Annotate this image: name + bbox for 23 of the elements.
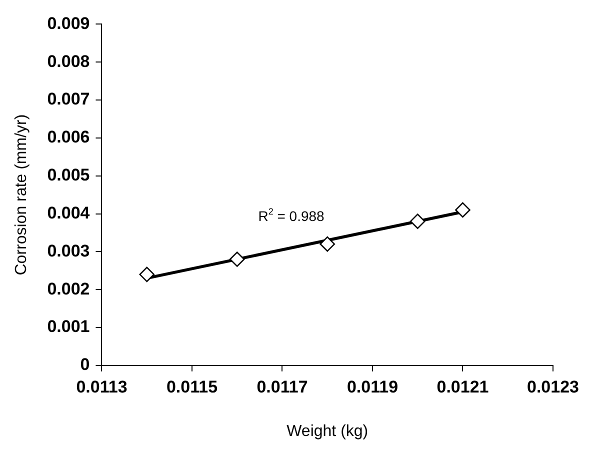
point bbox=[139, 266, 155, 282]
y-tick-label: 0.008 bbox=[47, 52, 90, 71]
x-tick-label: 0.0119 bbox=[346, 377, 398, 396]
y-tick-label: 0.009 bbox=[47, 14, 90, 33]
y-tick-label: 0.004 bbox=[47, 203, 90, 222]
x-axis-title: Weight (kg) bbox=[286, 422, 368, 440]
x-tick-label: 0.0121 bbox=[436, 377, 489, 396]
y-tick-label: 0.006 bbox=[47, 128, 90, 147]
point bbox=[229, 252, 245, 267]
point bbox=[410, 214, 426, 229]
y-tick-label: 0 bbox=[80, 355, 90, 374]
y-tick-label: 0.001 bbox=[47, 317, 90, 336]
y-tick-label: 0.002 bbox=[47, 279, 90, 298]
x-tick-label: 0.0115 bbox=[166, 377, 218, 396]
y-tick-label: 0.005 bbox=[47, 166, 90, 185]
point bbox=[455, 202, 470, 218]
x-tick-label: 0.0123 bbox=[527, 377, 579, 396]
y-tick-label: 0.003 bbox=[47, 241, 90, 260]
x-tick-label: 0.0113 bbox=[76, 377, 128, 396]
y-axis-title: Corrosion rate (mm/yr) bbox=[13, 114, 30, 276]
x-tick-label: 0.0117 bbox=[256, 377, 308, 396]
point bbox=[320, 236, 336, 252]
y-tick-label: 0.007 bbox=[47, 90, 90, 109]
